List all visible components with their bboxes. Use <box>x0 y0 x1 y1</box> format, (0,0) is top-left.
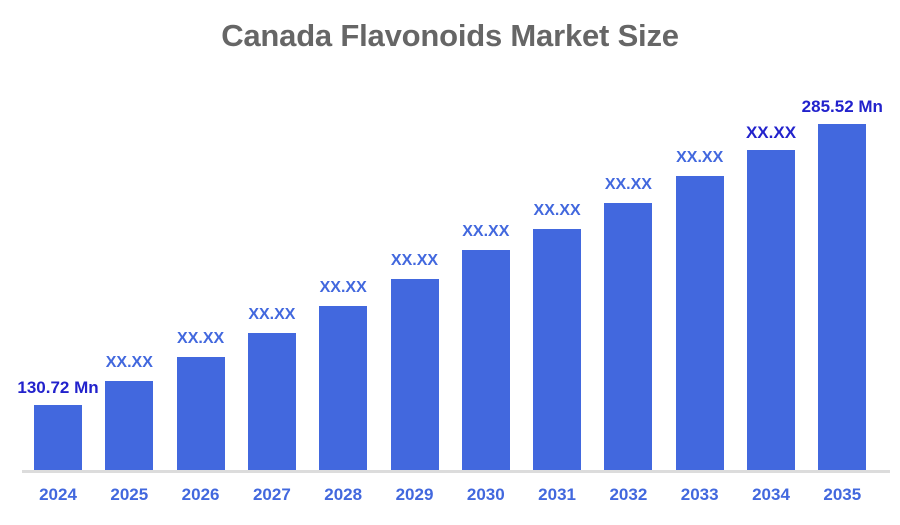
bar-group-2025[interactable]: XX.XX 2025 <box>105 0 154 525</box>
bar-2035[interactable] <box>818 124 867 470</box>
bar-value-label-2034: XX.XX <box>745 123 797 142</box>
bar-2033[interactable] <box>675 176 724 470</box>
bar-group-2030[interactable]: XX.XX 2030 <box>461 0 510 525</box>
bar-2024[interactable] <box>34 405 82 470</box>
bar-2027[interactable] <box>247 333 296 470</box>
bar-group-2026[interactable]: XX.XX 2026 <box>176 0 225 525</box>
bar-group-2032[interactable]: XX.XX 2032 <box>604 0 653 525</box>
x-axis-label-2031: 2031 <box>538 485 577 504</box>
bar-2030[interactable] <box>461 250 510 470</box>
bar-2026[interactable] <box>176 357 225 470</box>
bar-value-label-2035: 285.52 Mn <box>801 97 883 116</box>
x-axis-label-2030: 2030 <box>466 485 505 504</box>
x-axis-label-2029: 2029 <box>395 485 434 504</box>
bar-group-2034[interactable]: XX.XX 2034 <box>745 0 797 525</box>
x-axis-label-2028: 2028 <box>324 485 363 504</box>
x-axis-label-2027: 2027 <box>252 485 291 504</box>
x-axis-label-2024: 2024 <box>39 485 77 504</box>
bar-2028[interactable] <box>319 306 368 470</box>
axis-baseline <box>22 470 890 473</box>
x-axis-label-2032: 2032 <box>609 485 648 504</box>
bar-group-2033[interactable]: XX.XX 2033 <box>675 0 724 525</box>
x-axis-label-2034: 2034 <box>752 485 790 504</box>
bar-value-label-2025: XX.XX <box>105 354 153 371</box>
bar-2032[interactable] <box>604 203 653 470</box>
bar-group-2035[interactable]: 285.52 Mn 2035 <box>802 0 883 525</box>
x-axis-label-2026: 2026 <box>181 485 220 504</box>
bar-group-2028[interactable]: XX.XX 2028 <box>319 0 368 525</box>
bar-value-label-2032: XX.XX <box>604 176 652 193</box>
bar-2034[interactable] <box>747 150 795 470</box>
bar-value-label-2030: XX.XX <box>462 223 510 240</box>
bar-group-2031[interactable]: XX.XX 2031 <box>533 0 582 525</box>
bar-value-label-2033: XX.XX <box>676 149 724 166</box>
bar-2031[interactable] <box>533 229 582 470</box>
x-axis-label-2035: 2035 <box>823 485 862 504</box>
x-axis-label-2025: 2025 <box>110 485 149 504</box>
bar-value-label-2028: XX.XX <box>319 279 367 296</box>
bar-group-2029[interactable]: XX.XX 2029 <box>390 0 439 525</box>
bar-value-label-2027: XX.XX <box>248 306 296 323</box>
bar-group-2027[interactable]: XX.XX 2027 <box>247 0 296 525</box>
bar-value-label-2029: XX.XX <box>390 252 439 269</box>
bar-2029[interactable] <box>390 279 439 470</box>
x-axis-label-2033: 2033 <box>680 485 719 504</box>
bar-value-label-2031: XX.XX <box>533 202 581 219</box>
page-title: Canada Flavonoids Market Size <box>221 18 679 53</box>
bar-2025[interactable] <box>105 381 154 470</box>
bar-value-label-2026: XX.XX <box>177 330 225 347</box>
bar-group-2024[interactable]: 130.72 Mn 2024 <box>17 0 98 525</box>
bar-value-label-2024: 130.72 Mn <box>17 378 99 397</box>
